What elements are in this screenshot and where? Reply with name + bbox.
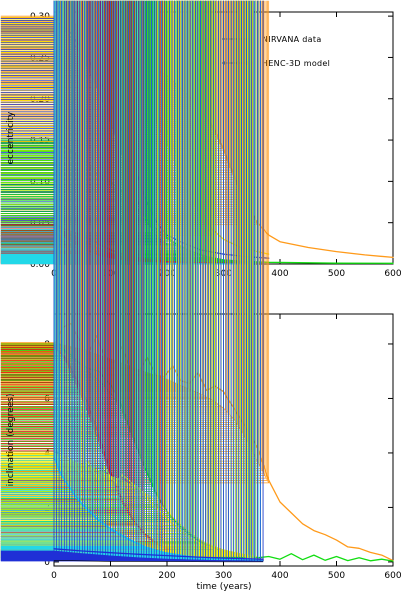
y-axis-label: eccentricity xyxy=(6,111,16,164)
y-tick-label: 0 xyxy=(44,558,50,568)
y-axis-label: inclination (degrees) xyxy=(6,394,16,487)
y-tick-label: 0.00 xyxy=(30,260,50,270)
x-tick-label: 500 xyxy=(328,571,345,581)
x-tick-label: 0 xyxy=(51,571,57,581)
x-axis-label: time (years) xyxy=(197,582,252,592)
nirvana-series-line xyxy=(53,560,264,563)
x-tick-label: 300 xyxy=(215,571,232,581)
x-tick-label: 500 xyxy=(328,269,345,279)
model-series-crosses xyxy=(0,0,264,562)
series-layer xyxy=(0,0,394,563)
y-tick-label: 0.05 xyxy=(30,219,50,229)
x-tick-label: 400 xyxy=(271,269,288,279)
x-tick-label: 100 xyxy=(102,571,119,581)
x-tick-label: 600 xyxy=(384,269,401,279)
x-tick-label: 400 xyxy=(271,571,288,581)
legend-label-nirvana: NIRVANA data xyxy=(262,35,322,44)
legend-label-henc: HENC-3D model xyxy=(262,59,330,68)
x-tick-label: 200 xyxy=(158,571,175,581)
x-tick-label: 600 xyxy=(384,571,401,581)
